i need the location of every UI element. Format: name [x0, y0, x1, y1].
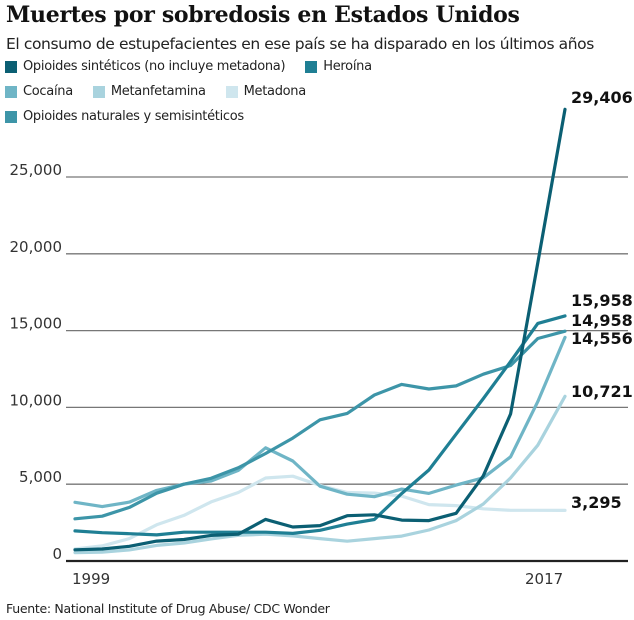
y-tick-label: 5,000: [19, 468, 62, 486]
legend-swatch: [5, 60, 17, 73]
y-tick-label: 10,000: [10, 391, 63, 409]
legend-label: Opioides naturales y semisintéticos: [23, 109, 244, 124]
end-value-label: 14,958: [571, 311, 633, 330]
legend-label: Metadona: [243, 84, 307, 99]
series-line: [73, 329, 567, 521]
legend-item-heroin: Heroína: [305, 59, 372, 74]
end-value-label: 10,721: [571, 382, 633, 401]
series-line: [73, 474, 567, 551]
y-tick-label: 25,000: [10, 161, 63, 179]
legend-item-methadone: Metadona: [225, 84, 307, 99]
gridlines: [66, 176, 628, 563]
source-note: Fuente: National Institute of Drug Abuse…: [6, 601, 330, 616]
legend-item-synthetic-opioids: Opioides sintéticos (no incluye metadona…: [5, 59, 286, 74]
series-line: [73, 335, 567, 509]
end-value-label: 29,406: [571, 88, 633, 107]
end-value-label: 3,295: [571, 493, 622, 512]
legend-label: Cocaína: [23, 84, 73, 99]
y-tick-label: 20,000: [10, 238, 63, 256]
x-tick-labels: 1999 2017: [72, 570, 563, 588]
legend-row-1: Opioides sintéticos (no incluye metadona…: [5, 59, 392, 74]
legend-row-2: Cocaína Metanfetamina Metadona: [5, 84, 326, 99]
chart-subtitle: El consumo de estupefacientes en ese paí…: [6, 35, 594, 53]
legend-swatch: [5, 110, 17, 123]
legend-swatch: [5, 85, 17, 98]
series-line: [73, 107, 567, 552]
end-value-label: 14,556: [571, 329, 633, 348]
legend-row-3: Opioides naturales y semisintéticos: [5, 109, 264, 124]
series-line: [73, 394, 567, 555]
legend-label: Opioides sintéticos (no incluye metadona…: [23, 59, 286, 74]
legend-swatch: [225, 85, 238, 98]
legend-item-cocaine: Cocaína: [5, 84, 73, 99]
legend-label: Heroína: [323, 59, 372, 74]
end-value-label: 15,958: [571, 291, 633, 310]
x-tick-label: 1999: [72, 570, 110, 588]
series-lines: [73, 107, 567, 555]
chart-title: Muertes por sobredosis en Estados Unidos: [6, 2, 520, 28]
legend-swatch: [305, 60, 318, 73]
legend-label: Metanfetamina: [110, 84, 206, 99]
y-tick-labels: 0 5,000 10,000 15,000 20,000 25,000: [10, 161, 63, 563]
legend-item-meth: Metanfetamina: [92, 84, 206, 99]
legend-swatch: [92, 85, 105, 98]
x-tick-label: 2017: [525, 570, 563, 588]
legend-item-natural-opioids: Opioides naturales y semisintéticos: [5, 109, 244, 124]
y-tick-label: 0: [52, 545, 62, 563]
series-line: [73, 314, 567, 537]
y-tick-label: 15,000: [10, 315, 63, 333]
